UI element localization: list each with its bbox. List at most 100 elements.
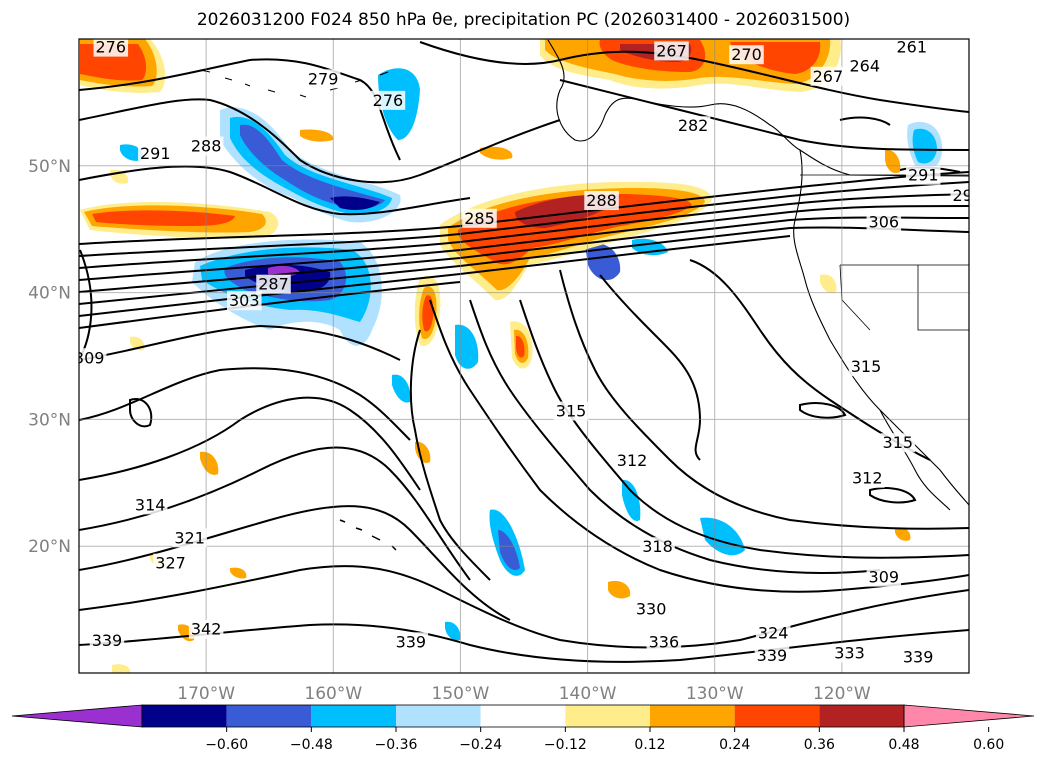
- coastlines: [199, 39, 969, 551]
- lon-label: 140°W: [559, 684, 617, 704]
- contour-label-bg: [132, 495, 168, 515]
- contour-label: 339: [757, 646, 788, 665]
- contour-label-bg: [900, 647, 936, 667]
- contour-label-bg: [866, 567, 902, 587]
- contour-label: 318: [642, 537, 673, 556]
- alaska-coastline: [547, 39, 969, 177]
- colorbar-tick-label: −0.12: [544, 737, 587, 753]
- latitude-axis-labels: 50°N 40°N 30°N 20°N: [28, 157, 71, 557]
- colorbar-segment: [396, 705, 481, 727]
- lat-label: 20°N: [28, 537, 71, 557]
- contour-label: 288: [586, 191, 617, 210]
- contour-label: 327: [155, 554, 186, 573]
- contour-label-bg: [553, 401, 589, 421]
- contour-label-bg: [188, 619, 224, 639]
- contour-label: 312: [617, 451, 648, 470]
- lon-label: 160°W: [304, 684, 362, 704]
- contour-label-bg: [138, 144, 173, 164]
- colorbar-tick-label: 0.48: [888, 737, 919, 753]
- contour-label: 342: [191, 620, 222, 639]
- lat-label: 40°N: [28, 284, 71, 304]
- baja-peninsula: [879, 409, 951, 511]
- contour-label: 315: [556, 402, 587, 421]
- contour-label: 267: [656, 41, 687, 60]
- contour-label-bg: [393, 632, 429, 652]
- lon-label: 120°W: [813, 684, 871, 704]
- contour-label: 291: [908, 166, 939, 185]
- precip-shade-light-yellow: [895, 527, 911, 541]
- colorbar-tick-label: 0.24: [719, 737, 750, 753]
- precip-shade-mid-blue: [498, 530, 520, 571]
- precip-shade-blue: [585, 243, 621, 281]
- map-frame: [78, 38, 970, 674]
- colorbar-segment: [142, 705, 227, 727]
- contour-label-bg: [153, 553, 188, 573]
- lat-label: 50°N: [28, 157, 71, 177]
- colorbar-tick-label: 0.60: [973, 737, 1004, 753]
- hawaii-islands: [339, 519, 397, 551]
- north-america-coastline: [793, 149, 969, 506]
- contour-label: 306: [869, 213, 900, 232]
- contour-label: 333: [834, 644, 865, 663]
- contour-label: 279: [308, 69, 339, 88]
- gridlines: [79, 39, 969, 673]
- precip-shade-orange: [885, 149, 901, 174]
- precip-shade-red-orange: [516, 335, 525, 358]
- contour-label-bg: [905, 165, 941, 185]
- colorbar-tick-label: −0.48: [290, 737, 333, 753]
- lon-label: 150°W: [432, 684, 490, 704]
- contour-label-bg: [79, 348, 107, 368]
- contour-label-bg: [640, 537, 675, 557]
- colorbar-segment: [480, 705, 566, 727]
- colorbar-tick-label: 0.12: [634, 737, 665, 753]
- contour-label-bg: [188, 136, 224, 156]
- contour-label-bg: [755, 623, 791, 643]
- contour-label-bg: [646, 632, 682, 652]
- contour-label: 288: [191, 137, 222, 156]
- contour-label: 261: [897, 38, 928, 57]
- contour-label-bg: [584, 191, 619, 211]
- contour-label: 285: [464, 209, 495, 228]
- contour-label-bg: [866, 212, 902, 232]
- contour-label: 314: [135, 495, 166, 514]
- contour-label: 287: [258, 275, 289, 294]
- contour-label: 321: [174, 528, 205, 547]
- colorbar-tick-label: −0.24: [459, 737, 502, 753]
- contour-label-bg: [256, 274, 291, 294]
- map-plot-area: 276 279 276 288 291 267 270 261 264 267 282 291 29 30…: [74, 38, 972, 673]
- contour-label-bg: [172, 528, 207, 548]
- precip-shade-light-yellow: [112, 664, 131, 673]
- precip-shade-blue: [230, 116, 392, 215]
- colorbar-outline: [141, 704, 905, 728]
- colorbar-segment: [650, 705, 735, 727]
- longitude-axis-labels: 170°W 160°W 150°W 140°W 130°W 120°W: [177, 684, 871, 704]
- contour-label: 29: [952, 186, 972, 205]
- contour-label-bg: [950, 185, 969, 205]
- contour-label-bg: [847, 56, 883, 76]
- contour-label-bg: [754, 646, 790, 666]
- colorbar: −0.60 −0.48 −0.36 −0.24 −0.12 0.12 0.24 0.36 0.4…: [11, 704, 1035, 753]
- precip-shade-orange: [608, 580, 631, 599]
- precip-shade-orange: [300, 129, 334, 142]
- contour-label-bg: [675, 116, 711, 136]
- contour-label: 339: [396, 632, 427, 651]
- contour-label: 267: [813, 67, 844, 86]
- colorbar-segment: [226, 705, 312, 727]
- contour-label: 309: [74, 348, 105, 367]
- contour-label: 309: [869, 568, 900, 587]
- colorbar-extend-low: [11, 704, 143, 728]
- contour-label-bg: [93, 39, 129, 57]
- aleutian-islands: [199, 69, 389, 98]
- contour-label-bg: [810, 66, 846, 86]
- contour-label-bg: [614, 450, 650, 470]
- contour-label: 339: [903, 648, 934, 667]
- lon-label: 170°W: [177, 684, 235, 704]
- precip-shade-red-orange: [92, 210, 235, 226]
- contour-label-bg: [880, 433, 916, 453]
- contour-label: 264: [849, 57, 880, 76]
- colorbar-segment: [734, 705, 820, 727]
- colorbar-tick-label: −0.60: [205, 737, 248, 753]
- precip-shade-blue: [392, 374, 411, 403]
- contour-label-bg: [848, 357, 884, 377]
- colorbar-tick-label: 0.36: [804, 737, 835, 753]
